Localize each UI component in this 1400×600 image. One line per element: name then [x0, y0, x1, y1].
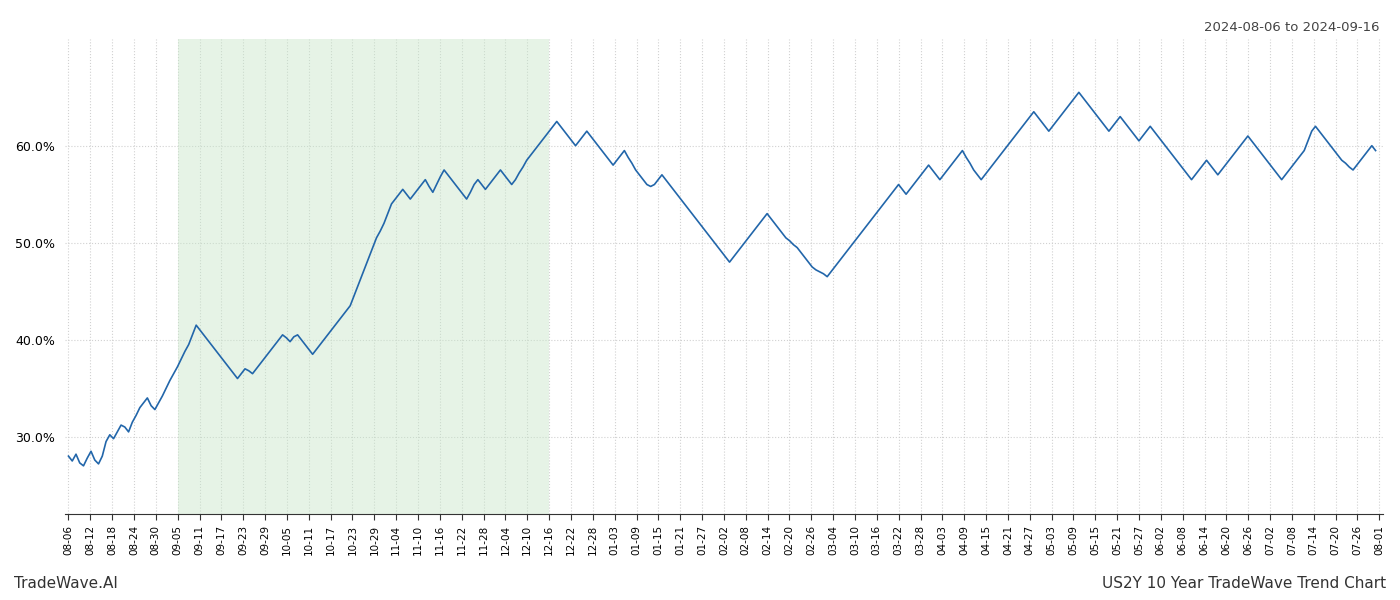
Text: US2Y 10 Year TradeWave Trend Chart: US2Y 10 Year TradeWave Trend Chart: [1102, 576, 1386, 591]
Text: 2024-08-06 to 2024-09-16: 2024-08-06 to 2024-09-16: [1204, 21, 1379, 34]
Text: TradeWave.AI: TradeWave.AI: [14, 576, 118, 591]
Bar: [178, 39, 549, 514]
